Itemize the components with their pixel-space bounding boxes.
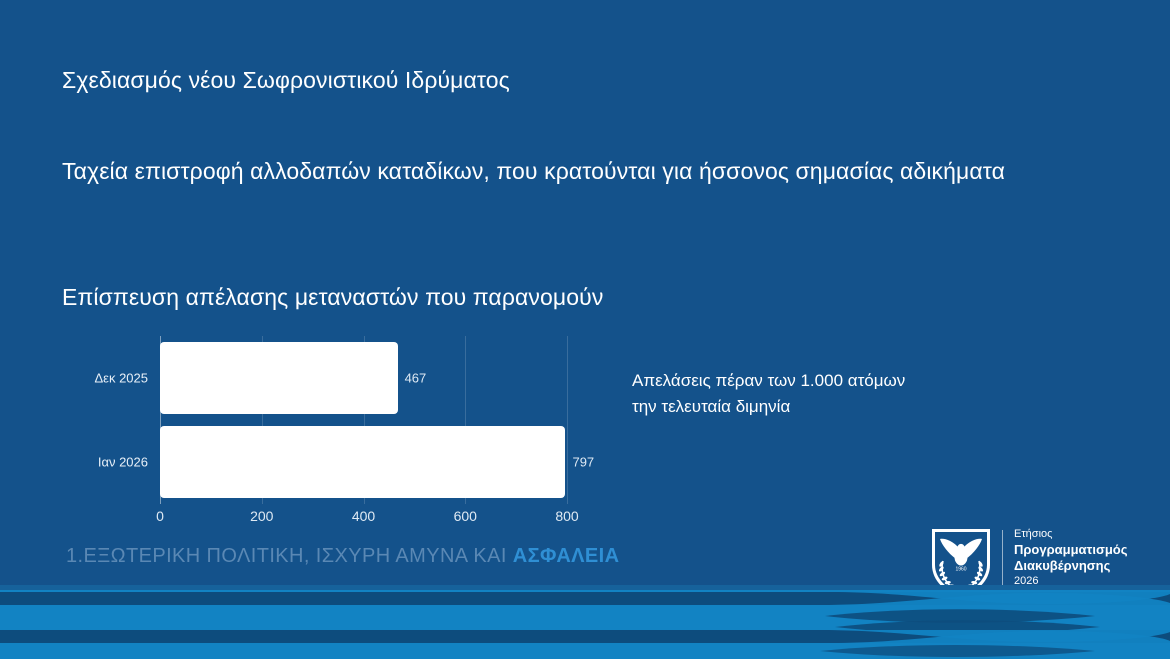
government-logo: 1960 <box>930 527 1130 599</box>
logo-divider <box>1002 530 1003 596</box>
chart-plot-area: Δεκ 2025 467 Ιαν 2026 797 <box>94 336 594 504</box>
crest-year-text: 1960 <box>955 567 966 573</box>
logo-line-2: Προγραμματισμός <box>1014 542 1128 557</box>
cyprus-coat-of-arms-icon: 1960 <box>930 527 992 599</box>
chart-category-label: Ιαν 2026 <box>97 454 148 470</box>
chart-annotation-line-2: την τελευταία διμηνία <box>632 397 791 416</box>
wave-decoration <box>0 585 1170 659</box>
footer-label-strong: ΑΣΦΑΛΕΙΑ <box>512 545 620 567</box>
chart-bar-value-label: 467 <box>404 370 427 386</box>
chart-value-axis: 0 200 400 600 800 <box>156 508 579 530</box>
chart-x-tick-label: 800 <box>555 508 579 524</box>
chart-category-label: Δεκ 2025 <box>94 370 148 386</box>
chart-gridline <box>261 336 263 504</box>
slide-heading: Σχεδιασμός νέου Σωφρονιστικού Ιδρύματος <box>62 67 510 93</box>
footer-label-plain: 1.ΕΞΩΤΕΡΙΚΗ ΠΟΛΙΤΙΚΗ, ΙΣΧΥΡΗ ΑΜΥΝΑ ΚΑΙ <box>66 545 513 567</box>
logo-line-3: Διακυβέρνησης <box>1014 558 1111 573</box>
chart-annotation: Απελάσεις πέραν των 1.000 ατόμων την τελ… <box>632 368 1012 420</box>
chart-x-tick-label: 0 <box>156 508 164 524</box>
chart-bar-row: Ιαν 2026 797 <box>98 426 594 498</box>
chart-gridline <box>465 336 467 504</box>
chart-bar-value-label: 797 <box>572 454 595 470</box>
logo-line-1: Ετήσιος <box>1014 528 1053 540</box>
chart-category-axis <box>160 336 161 504</box>
chart-gridline <box>363 336 365 504</box>
slide-paragraph: Ταχεία επιστροφή αλλοδαπών καταδίκων, πο… <box>62 158 1006 184</box>
logo-wordmark: Ετήσιος Προγραμματισμός Διακυβέρνησης 20… <box>1014 527 1130 589</box>
chart-gridline <box>567 336 568 504</box>
chart-x-tick-label: 600 <box>453 508 477 524</box>
chart-x-tick-label: 200 <box>250 508 274 524</box>
chart-x-tick-label: 400 <box>351 508 376 524</box>
slide-subheading: Επίσπευση απέλασης μεταναστών που παρανο… <box>62 284 604 310</box>
logo-line-4: 2026 <box>1014 575 1039 587</box>
footer-section-label: 1.ΕΞΩΤΕΡΙΚΗ ΠΟΛΙΤΙΚΗ, ΙΣΧΥΡΗ ΑΜΥΝΑ ΚΑΙ Α… <box>66 545 619 568</box>
chart-bar[interactable] <box>160 426 566 498</box>
chart-annotation-line-1: Απελάσεις πέραν των 1.000 ατόμων <box>632 371 906 390</box>
chart-bar-row: Δεκ 2025 467 <box>94 342 567 414</box>
chart-bar[interactable] <box>160 342 398 414</box>
deportations-bar-chart: Δεκ 2025 467 Ιαν 2026 797 0 200 400 600 800 <box>62 336 622 532</box>
